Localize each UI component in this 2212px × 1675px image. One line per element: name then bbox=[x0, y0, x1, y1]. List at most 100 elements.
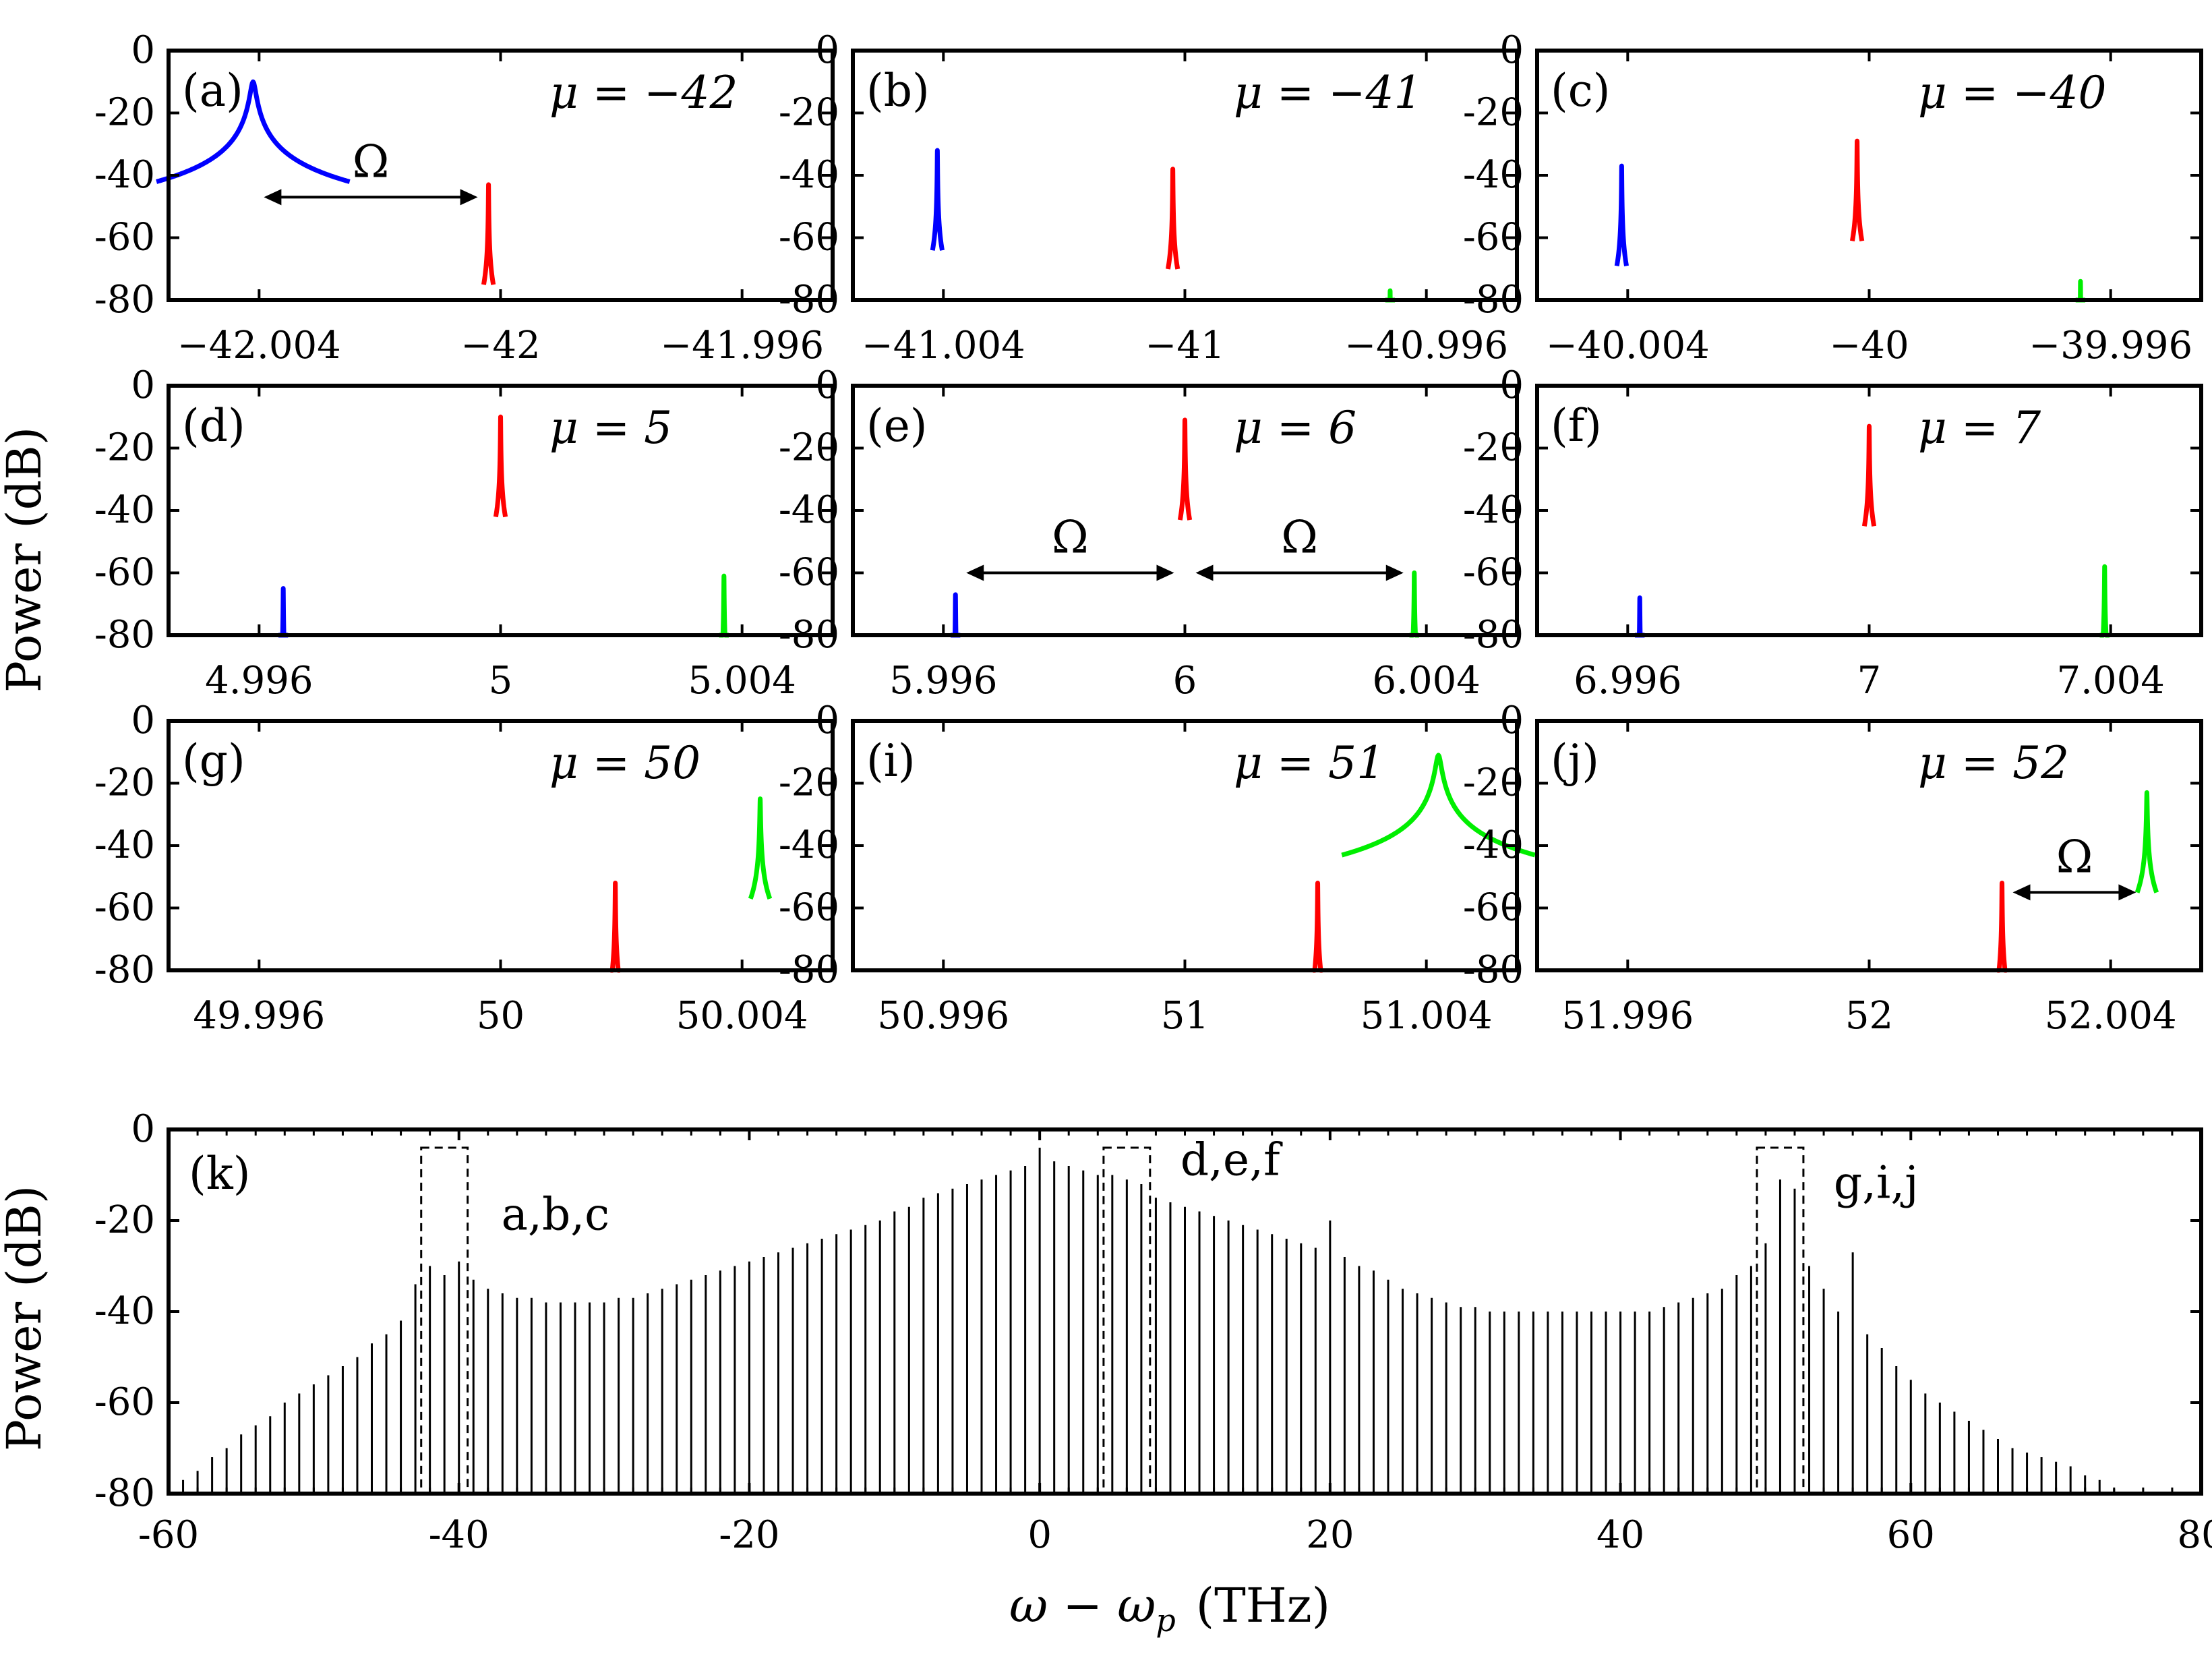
y-tick-label-e-3: -60 bbox=[779, 551, 839, 595]
y-tick-label-i-2: -40 bbox=[779, 823, 839, 867]
y-tick-label-a-2: -40 bbox=[94, 153, 155, 197]
y-axis-title-bottom: Power (dB) bbox=[0, 1185, 52, 1451]
y-tick-label-e-0: 0 bbox=[815, 363, 839, 407]
peak-red-b bbox=[1165, 167, 1180, 272]
zoom-box-label-1: d,e,f bbox=[1180, 1134, 1283, 1186]
peak-blue-c bbox=[1614, 163, 1629, 268]
y-tick-label-c-1: -20 bbox=[1463, 91, 1524, 135]
peak-blue-f bbox=[1632, 595, 1647, 638]
y-tick-label-b-1: -20 bbox=[779, 91, 839, 135]
peak-green-i bbox=[1340, 753, 1537, 858]
y-tick-label-f-4: -80 bbox=[1463, 613, 1524, 657]
panel-label-f: (f) bbox=[1551, 400, 1602, 452]
x-tick-label-a-2: −41.996 bbox=[660, 324, 824, 368]
omega-label-a-0: Ω bbox=[353, 136, 390, 187]
x-tick-label-d-0: 4.996 bbox=[205, 659, 313, 703]
y-tick-label-i-1: -20 bbox=[779, 761, 839, 805]
y-tick-label-k-0: 0 bbox=[131, 1107, 155, 1151]
omega-label-e-1: Ω bbox=[1281, 512, 1318, 564]
panel-j: 51.996 52 52.004 0 -20 -40 -60 -80 (j) μ = 52 Ω bbox=[1463, 699, 2203, 1038]
omega-label-e-0: Ω bbox=[1052, 512, 1089, 564]
x-tick-label-d-1: 5 bbox=[489, 659, 513, 703]
mu-label-d: μ = 5 bbox=[549, 402, 672, 454]
panel-k: a,b,c d,e,f g,i,j -60 -40 -20 0 20 40 60 80 0 -20 -40… bbox=[94, 1107, 2212, 1557]
y-tick-label-i-0: 0 bbox=[815, 699, 839, 742]
y-tick-label-a-0: 0 bbox=[131, 28, 155, 72]
y-tick-label-b-3: -60 bbox=[779, 216, 839, 260]
panel-g: 49.996 50 50.004 0 -20 -40 -60 -80 (g) μ = 50 bbox=[94, 699, 835, 1038]
x-tick-label-k-0: -60 bbox=[138, 1513, 199, 1557]
panel-label-e: (e) bbox=[866, 400, 928, 452]
y-tick-label-c-3: -60 bbox=[1463, 216, 1524, 260]
panel-g-frame bbox=[167, 719, 835, 972]
peak-green-f bbox=[2097, 564, 2112, 638]
x-tick-label-i-2: 51.004 bbox=[1361, 994, 1493, 1038]
y-tick-label-i-3: -60 bbox=[779, 886, 839, 930]
x-tick-label-b-2: −40.996 bbox=[1344, 324, 1508, 368]
panel-j-frame bbox=[1535, 719, 2203, 972]
omega-arrowhead-left-e-1 bbox=[1195, 564, 1214, 581]
peak-green-d bbox=[717, 573, 731, 638]
omega-arrowhead-left-j-0 bbox=[2012, 884, 2031, 901]
y-axis-title-top: Power (dB) bbox=[0, 427, 52, 693]
peak-blue-b bbox=[930, 148, 945, 253]
peak-green-c bbox=[2073, 278, 2088, 303]
x-axis-title: ω − ωp (THz) bbox=[1009, 1578, 1330, 1639]
omega-arrowhead-left-e-0 bbox=[966, 564, 984, 581]
mu-label-f: μ = 7 bbox=[1918, 402, 2041, 454]
omega-arrowhead-right-a-0 bbox=[460, 189, 478, 206]
x-tick-label-b-1: −41 bbox=[1145, 324, 1224, 368]
y-tick-label-a-1: -20 bbox=[94, 91, 155, 135]
peak-red-e bbox=[1177, 417, 1193, 523]
peak-red-a bbox=[481, 182, 496, 287]
y-tick-label-j-4: -80 bbox=[1463, 948, 1524, 992]
y-tick-label-j-2: -40 bbox=[1463, 823, 1524, 867]
x-tick-label-c-1: −40 bbox=[1829, 324, 1909, 368]
panel-i: 50.996 51 51.004 0 -20 -40 -60 -80 (i) μ = 51 bbox=[779, 699, 1537, 1038]
y-tick-label-j-0: 0 bbox=[1499, 699, 1524, 742]
peak-blue-a bbox=[154, 79, 351, 184]
mu-label-a: μ = −42 bbox=[549, 67, 738, 119]
x-axis-title-main: ω − ω bbox=[1009, 1578, 1156, 1633]
x-tick-label-c-2: −39.996 bbox=[2029, 324, 2192, 368]
x-tick-label-a-1: −42 bbox=[460, 324, 540, 368]
y-tick-label-a-4: -80 bbox=[94, 278, 155, 322]
y-tick-label-d-3: -60 bbox=[94, 551, 155, 595]
panel-c: −40.004 −40 −39.996 0 -20 -40 -60 -80 (c) μ = −40 bbox=[1463, 28, 2203, 368]
peak-red-d bbox=[493, 414, 508, 519]
x-tick-label-e-1: 6 bbox=[1173, 659, 1197, 703]
y-tick-label-d-1: -20 bbox=[94, 426, 155, 470]
mu-label-g: μ = 50 bbox=[549, 737, 700, 789]
x-tick-label-j-1: 52 bbox=[1845, 994, 1893, 1038]
x-axis-title-sub: p bbox=[1156, 1602, 1175, 1639]
panel-label-j: (j) bbox=[1551, 735, 1599, 787]
y-tick-label-d-4: -80 bbox=[94, 613, 155, 657]
panel-label-c: (c) bbox=[1551, 65, 1610, 117]
y-tick-label-e-4: -80 bbox=[779, 613, 839, 657]
x-tick-label-d-2: 5.004 bbox=[688, 659, 796, 703]
peak-green-g bbox=[748, 796, 773, 901]
y-tick-label-c-4: -80 bbox=[1463, 278, 1524, 322]
y-tick-label-g-0: 0 bbox=[131, 699, 155, 742]
x-tick-label-f-0: 6.996 bbox=[1574, 659, 1681, 703]
y-tick-label-g-3: -60 bbox=[94, 886, 155, 930]
y-tick-label-c-2: -40 bbox=[1463, 153, 1524, 197]
mu-label-j: μ = 52 bbox=[1918, 737, 2069, 789]
y-tick-label-d-0: 0 bbox=[131, 363, 155, 407]
panel-a: −42.004 −42 −41.996 0 -20 -40 -60 -80 (a) μ = −42… bbox=[94, 28, 835, 368]
peak-red-g bbox=[608, 881, 623, 973]
y-tick-label-a-3: -60 bbox=[94, 216, 155, 260]
y-tick-label-f-3: -60 bbox=[1463, 551, 1524, 595]
peak-red-i bbox=[1310, 881, 1325, 973]
peak-blue-d bbox=[276, 586, 291, 638]
y-tick-label-d-2: -40 bbox=[94, 488, 155, 532]
y-tick-label-g-1: -20 bbox=[94, 761, 155, 805]
x-tick-label-i-1: 51 bbox=[1161, 994, 1209, 1038]
panel-label-d: (d) bbox=[182, 400, 245, 452]
x-tick-label-b-0: −41.004 bbox=[862, 324, 1025, 368]
panel-e: 5.996 6 6.004 0 -20 -40 -60 -80 (e) μ = 6 Ω Ω bbox=[779, 363, 1519, 703]
zoom-box-0 bbox=[420, 1146, 469, 1495]
x-tick-label-k-7: 80 bbox=[2177, 1513, 2212, 1557]
peak-red-f bbox=[1861, 423, 1877, 529]
